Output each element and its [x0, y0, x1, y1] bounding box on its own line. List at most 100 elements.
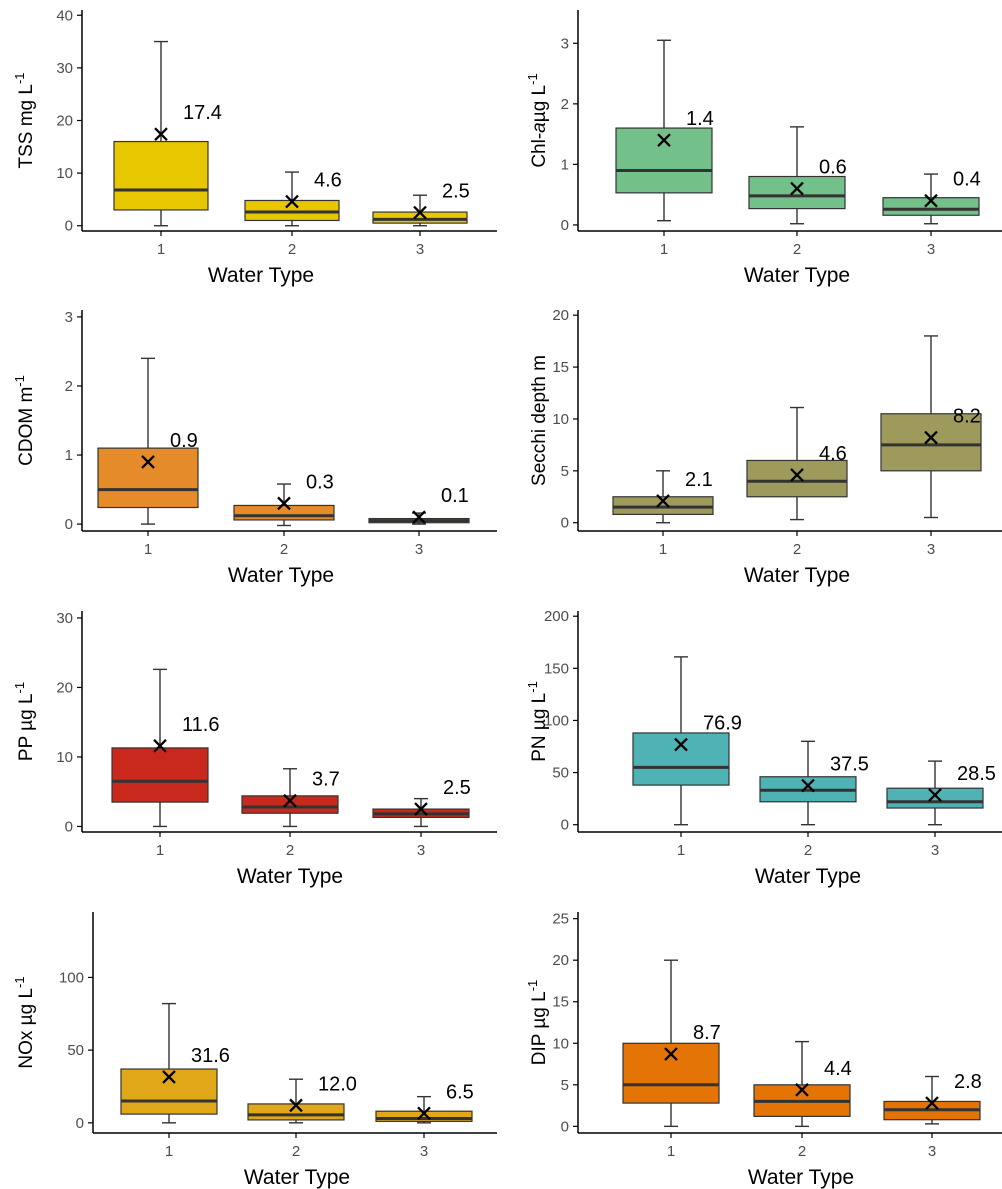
iqr-box	[886, 787, 984, 809]
y-axis-title-superscript: -1	[525, 73, 540, 85]
mean-label: 76.9	[703, 713, 742, 735]
mean-label: 8.2	[953, 406, 981, 428]
iqr-box	[233, 504, 335, 521]
mean-label: 4.6	[314, 170, 342, 192]
mean-marker	[141, 455, 155, 469]
mean-label: 0.6	[819, 157, 847, 179]
y-axis-title-superscript: -1	[525, 980, 540, 992]
y-tick-label: 15	[552, 359, 569, 376]
mean-label: 31.6	[191, 1045, 230, 1067]
mean-marker	[674, 737, 688, 752]
mean-label: 11.6	[182, 714, 219, 736]
box-group-2: 12.0	[247, 1073, 357, 1124]
y-tick-label: 0	[65, 218, 73, 235]
x-tick-label: 1	[660, 241, 668, 258]
iqr-box	[882, 197, 980, 216]
y-tick-label: 30	[56, 60, 73, 77]
y-tick-label: 5	[561, 1077, 569, 1094]
iqr-box	[244, 199, 340, 222]
x-tick-label: 2	[793, 241, 801, 258]
box-group-3: 2.8	[883, 1071, 982, 1125]
y-tick-label: 20	[552, 952, 569, 969]
mean-label: 8.7	[693, 1022, 721, 1044]
box-group-1: 8.7	[622, 959, 721, 1128]
box-group-1: 11.6	[111, 668, 219, 828]
x-axis-title: Water Type	[744, 264, 850, 287]
y-tick-label: 0	[561, 1118, 569, 1135]
y-tick-label: 50	[67, 1042, 84, 1059]
iqr-box	[111, 747, 209, 803]
mean-label: 3.7	[312, 769, 340, 791]
x-tick-label: 2	[793, 541, 801, 558]
y-tick-label: 1	[561, 156, 569, 173]
x-tick-label: 2	[798, 1143, 806, 1160]
y-tick-label: 0	[561, 515, 569, 532]
box-group-3: 6.5	[375, 1081, 474, 1124]
y-tick-label: 20	[552, 307, 569, 324]
y-axis-title-superscript: -1	[525, 681, 540, 693]
y-tick-label: 10	[552, 1035, 569, 1052]
y-axis-title: PN µg L-1	[525, 681, 550, 762]
mean-marker	[801, 778, 815, 793]
y-axis-title-superscript: -1	[12, 72, 27, 84]
y-tick-label: 1	[65, 447, 73, 464]
iqr-box	[615, 127, 713, 194]
box-group-3: 8.2	[880, 335, 982, 519]
panel-2: 0 1 2 3 1 2 3 Water Type Chl-aµg L-1 1.4 0.6 0.4	[525, 10, 1002, 287]
x-tick-label: 1	[677, 842, 685, 859]
mean-marker	[664, 1047, 678, 1061]
y-tick-label: 100	[59, 969, 84, 986]
panel-5: 0 10 20 30 1 2 3 Water Type PP µg L-1 11.6 3.7 2.5	[12, 610, 497, 888]
x-tick-label: 3	[928, 1143, 936, 1160]
y-tick-label: 10	[552, 411, 569, 428]
y-tick-label: 3	[561, 35, 569, 52]
x-tick-label: 3	[931, 842, 939, 859]
box-group-2: 0.3	[233, 471, 335, 527]
panel-7: 0 50 100 1 2 3 Water Type NOx µg L-1 31.6 12.0 6.5	[12, 912, 497, 1189]
y-axis-title: CDOM m-1	[12, 375, 37, 466]
x-tick-label: 1	[156, 842, 164, 859]
panel-6: 0 50 100 150 200 1 2 3 Water Type PN µg L-1 76.9 37…	[525, 608, 1002, 888]
x-axis-title: Water Type	[748, 1166, 854, 1189]
y-tick-label: 2	[561, 96, 569, 113]
y-tick-label: 50	[552, 765, 569, 782]
iqr-box	[746, 459, 848, 498]
x-tick-label: 2	[286, 842, 294, 859]
mean-marker	[413, 205, 427, 220]
box-group-3: 2.5	[372, 777, 471, 828]
box-group-1: 1.4	[615, 39, 714, 222]
mean-label: 2.5	[442, 181, 470, 203]
box-group-1: 17.4	[113, 40, 222, 227]
y-tick-label: 20	[56, 679, 73, 696]
y-axis-title-superscript: -1	[12, 682, 27, 694]
mean-label: 0.1	[441, 485, 469, 507]
x-tick-label: 1	[659, 541, 667, 558]
y-axis-title-main: DIP µg L	[529, 991, 550, 1065]
panel-8: 0 5 10 15 20 25 1 2 3 Water Type DIP µg L-1 8.7 4.4 2…	[525, 911, 1002, 1189]
box-group-1: 2.1	[612, 469, 714, 524]
y-tick-label: 25	[552, 911, 569, 928]
box-group-2: 4.6	[746, 406, 848, 521]
mean-label: 0.9	[170, 430, 198, 452]
x-tick-label: 2	[288, 241, 296, 258]
box-group-1: 76.9	[632, 656, 742, 826]
mean-label: 28.5	[957, 763, 996, 785]
y-tick-label: 3	[65, 309, 73, 326]
box-group-2: 0.6	[748, 126, 847, 225]
box-group-3: 0.4	[882, 169, 981, 225]
y-tick-label: 0	[65, 516, 73, 533]
panel-3: 0 1 2 3 1 2 3 Water Type CDOM m-1 0.9 0.3 0.1	[12, 309, 497, 587]
y-axis-title-main: Secchi depth m	[529, 355, 550, 486]
box-group-2: 37.5	[759, 740, 869, 826]
mean-label: 0.4	[953, 169, 981, 191]
y-axis-title-main: TSS mg L	[16, 84, 37, 168]
mean-marker	[414, 802, 428, 816]
mean-marker	[289, 1098, 303, 1113]
mean-label: 6.5	[446, 1081, 474, 1103]
y-axis-title-superscript: -1	[12, 375, 27, 387]
box-group-2: 4.4	[753, 1040, 852, 1128]
y-axis-title: PP µg L-1	[12, 682, 37, 761]
x-axis-title: Water Type	[208, 264, 314, 287]
x-tick-label: 1	[157, 241, 165, 258]
iqr-box	[241, 795, 339, 814]
